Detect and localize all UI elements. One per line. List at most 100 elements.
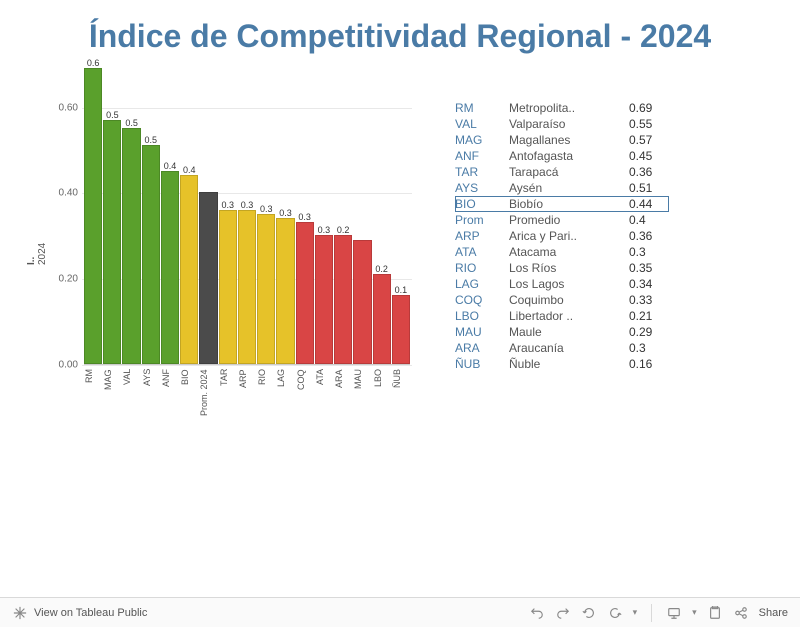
region-code: ATA [455,244,509,260]
table-row[interactable]: ÑUBÑuble0.16 [455,356,669,372]
region-name: Aysén [509,180,629,196]
bar-column[interactable] [353,240,371,364]
x-axis-labels: RMMAGVALAYSANFBIOProm. 2024TARARPRIOLAGC… [84,369,410,439]
table-row[interactable]: TARTarapacá0.36 [455,164,669,180]
bar-value-label: 0.5 [145,135,158,145]
bar [373,274,391,364]
bar-column[interactable]: 0.3 [238,210,256,364]
region-code: MAU [455,324,509,340]
table-row[interactable]: BIOBiobío0.44 [455,196,669,212]
bar-column[interactable]: 0.4 [180,175,198,364]
bar-column[interactable]: 0.6 [84,68,102,364]
bar-column[interactable]: 0.3 [219,210,237,364]
x-tick-label: LBO [373,369,391,439]
table-row[interactable]: VALValparaíso0.55 [455,116,669,132]
region-code: ANF [455,148,509,164]
region-name: Magallanes [509,132,629,148]
bar-column[interactable]: 0.3 [296,222,314,363]
tableau-logo-icon[interactable] [12,605,28,621]
table-row[interactable]: AYSAysén0.51 [455,180,669,196]
dropdown-caret-icon[interactable]: ▾ [633,607,638,618]
bar-value-label: 0.4 [164,161,177,171]
x-tick-label: ÑUB [392,369,410,439]
bar-column[interactable]: 0.3 [276,218,294,364]
region-value: 0.44 [629,196,669,212]
table-row[interactable]: COQCoquimbo0.33 [455,292,669,308]
table-row[interactable]: ANFAntofagasta0.45 [455,148,669,164]
x-tick-label: ARP [238,369,256,439]
bar-column[interactable]: 0.2 [334,235,352,364]
region-code: MAG [455,132,509,148]
bar-value-label: 0.2 [337,225,350,235]
region-value: 0.45 [629,148,669,164]
bar-value-label: 0.2 [375,264,388,274]
bar [122,128,140,364]
table-row[interactable]: ATAAtacama0.3 [455,244,669,260]
share-button[interactable]: Share [759,607,788,619]
region-code: BIO [455,196,509,212]
region-name: Atacama [509,244,629,260]
gridline [82,365,412,366]
bar-column[interactable]: 0.5 [142,145,160,364]
legend-table-panel: RMMetropolita..0.69VALValparaíso0.55MAGM… [420,65,780,495]
bar [238,210,256,364]
bar-column[interactable]: 0.3 [315,235,333,364]
bar-value-label: 0.1 [395,285,408,295]
table-row[interactable]: RMMetropolita..0.69 [455,100,669,116]
region-value: 0.3 [629,340,669,356]
region-code: LAG [455,276,509,292]
bar-column[interactable]: 0.3 [257,214,275,364]
bar [180,175,198,364]
bar-column[interactable]: 0.4 [161,171,179,364]
bar-column[interactable] [199,192,217,363]
bar-value-label: 0.6 [87,58,100,68]
view-on-public-link[interactable]: View on Tableau Public [34,607,147,619]
table-row[interactable]: MAGMagallanes0.57 [455,132,669,148]
region-code: Prom [455,212,509,228]
bar [84,68,102,364]
refresh-icon[interactable] [607,605,623,621]
x-tick-label: AYS [142,369,160,439]
bar-column[interactable]: 0.2 [373,274,391,364]
x-tick-label: RM [84,369,102,439]
presentation-icon[interactable] [666,605,682,621]
download-icon[interactable] [707,605,723,621]
bar [296,222,314,363]
bar-value-label: 0.5 [125,118,138,128]
bar [276,218,294,364]
table-row[interactable]: PromPromedio0.4 [455,212,669,228]
redo-icon[interactable] [555,605,571,621]
table-row[interactable]: ARPArica y Pari..0.36 [455,228,669,244]
region-code: RIO [455,260,509,276]
table-row[interactable]: ARAAraucanía0.3 [455,340,669,356]
undo-icon[interactable] [529,605,545,621]
x-tick-label: ATA [315,369,333,439]
bar-column[interactable]: 0.5 [122,128,140,364]
region-value: 0.35 [629,260,669,276]
region-name: Promedio [509,212,629,228]
region-value: 0.21 [629,308,669,324]
bar-column[interactable]: 0.1 [392,295,410,364]
region-name: Antofagasta [509,148,629,164]
bar-value-label: 0.3 [279,208,292,218]
bar-chart: I.. 2024 0.000.200.400.60 0.60.50.50.50.… [20,65,420,495]
region-code: VAL [455,116,509,132]
share-icon[interactable] [733,605,749,621]
bar-value-label: 0.3 [318,225,331,235]
region-name: Los Ríos [509,260,629,276]
y-axis-ticks: 0.000.200.400.60 [52,65,82,365]
bars-area: 0.60.50.50.50.40.40.30.30.30.30.30.30.20… [84,65,410,365]
table-row[interactable]: MAUMaule0.29 [455,324,669,340]
bar-value-label: 0.3 [298,212,311,222]
bar-column[interactable]: 0.5 [103,120,121,364]
region-code: TAR [455,164,509,180]
region-name: Araucanía [509,340,629,356]
table-row[interactable]: LBOLibertador ..0.21 [455,308,669,324]
y-tick-label: 0.40 [59,188,78,199]
dropdown-caret-icon[interactable]: ▾ [692,607,697,618]
table-row[interactable]: LAGLos Lagos0.34 [455,276,669,292]
region-value: 0.33 [629,292,669,308]
table-row[interactable]: RIOLos Ríos0.35 [455,260,669,276]
revert-icon[interactable] [581,605,597,621]
region-name: Metropolita.. [509,100,629,116]
